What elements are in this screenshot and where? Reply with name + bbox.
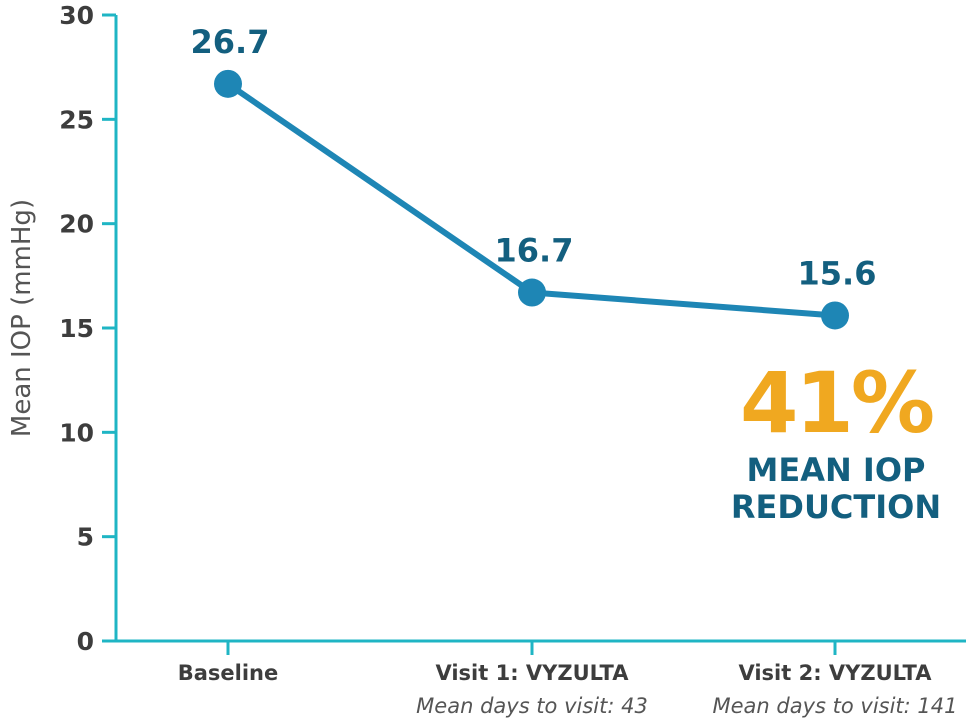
y-tick-label: 0: [77, 627, 94, 656]
data-label: 15.6: [798, 254, 877, 292]
data-label: 16.7: [495, 232, 574, 270]
x-category-label: Visit 1: VYZULTA: [435, 661, 629, 685]
data-label: 26.7: [191, 23, 270, 61]
y-axis-title: Mean IOP (mmHg): [7, 199, 37, 437]
data-point: [214, 69, 242, 98]
series-group: 26.7 16.7 15.6: [191, 23, 877, 330]
y-tick-label: 10: [59, 418, 94, 447]
y-axis-ticks: 0 5 10 15 20 25 30: [59, 1, 116, 656]
callout-percent: 41%: [740, 354, 933, 452]
y-tick-label: 20: [59, 210, 94, 239]
reduction-callout: 41% MEAN IOP REDUCTION: [731, 354, 941, 526]
y-tick-label: 30: [59, 1, 94, 30]
x-category-label: Baseline: [178, 661, 279, 685]
data-point: [821, 301, 849, 330]
x-axis-categories: Baseline Visit 1: VYZULTA Mean days to vis…: [178, 641, 958, 718]
callout-line-2: REDUCTION: [731, 488, 941, 526]
callout-line-1: MEAN IOP: [747, 451, 926, 489]
y-tick-label: 25: [59, 105, 94, 134]
data-point: [518, 278, 546, 307]
y-tick-label: 15: [59, 314, 94, 343]
x-category-label: Visit 2: VYZULTA: [738, 661, 932, 685]
x-category-sublabel: Mean days to visit: 43: [416, 694, 648, 718]
x-category-sublabel: Mean days to visit: 141: [713, 694, 958, 718]
y-tick-label: 5: [77, 523, 94, 552]
